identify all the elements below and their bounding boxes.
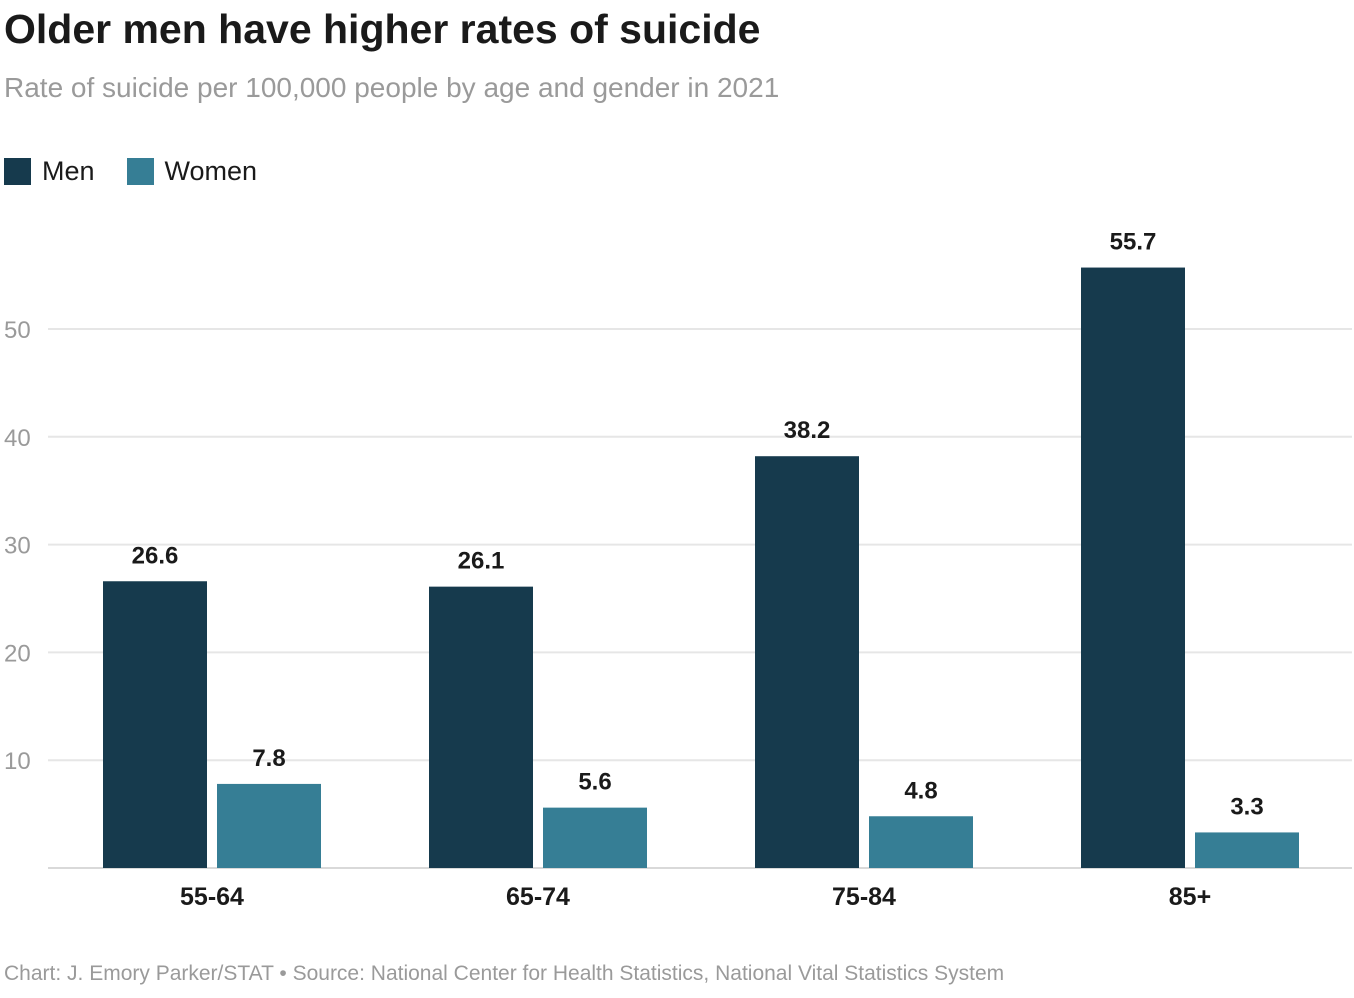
x-tick-label: 55-64: [180, 883, 244, 911]
x-tick-label: 85+: [1169, 883, 1211, 911]
bar-men: [1081, 267, 1185, 869]
data-label-women: 3.3: [1230, 793, 1263, 820]
bar-men: [429, 586, 533, 868]
legend-label-men: Men: [42, 156, 95, 186]
x-tick-label: 65-74: [506, 883, 570, 911]
x-tick-label: 75-84: [832, 883, 896, 911]
legend: Men Women: [4, 156, 289, 187]
y-tick-label: 30: [4, 533, 31, 560]
data-label-women: 7.8: [252, 745, 285, 772]
legend-swatch-men: [4, 158, 31, 185]
chart-footer: Chart: J. Emory Parker/STAT • Source: Na…: [4, 962, 1005, 985]
y-tick-label: 10: [4, 748, 31, 775]
bar-chart: 10 20 30 40 50 26.6 7.8 55-64 26.1 5.6 65-74 38.2 4.…: [4, 229, 1352, 911]
bar-men: [103, 581, 207, 868]
legend-item-men: Men: [4, 156, 95, 187]
bar-men: [755, 456, 859, 868]
data-label-women: 5.6: [578, 769, 611, 796]
data-label-women: 4.8: [904, 777, 937, 804]
legend-swatch-women: [126, 158, 154, 185]
y-tick-label: 20: [4, 640, 31, 667]
y-tick-label: 50: [4, 317, 31, 344]
data-label-men: 38.2: [784, 417, 831, 444]
chart-subtitle: Rate of suicide per 100,000 people by ag…: [4, 72, 780, 103]
chart-title: Older men have higher rates of suicide: [4, 6, 761, 52]
bar-women: [869, 816, 973, 868]
y-tick-label: 40: [4, 425, 31, 452]
bar-women: [543, 807, 647, 868]
bar-women: [217, 783, 321, 868]
data-label-men: 55.7: [1110, 229, 1157, 256]
legend-label-women: Women: [164, 156, 258, 186]
legend-item-women: Women: [126, 156, 258, 187]
data-label-men: 26.1: [458, 548, 505, 575]
data-label-men: 26.6: [132, 542, 179, 569]
bar-women: [1195, 832, 1299, 868]
